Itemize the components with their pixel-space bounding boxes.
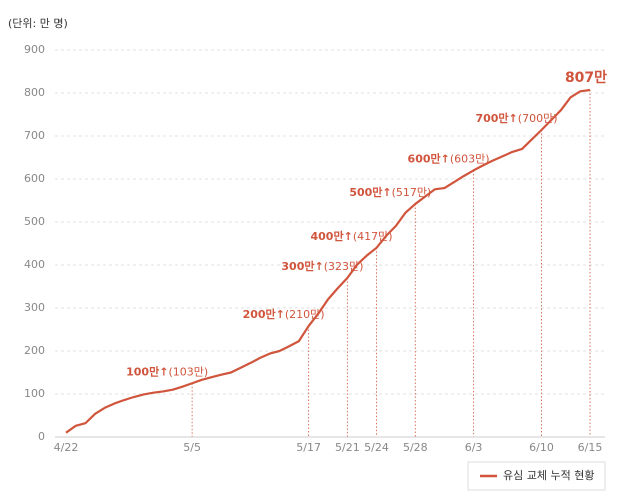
annotation: 600만↑(603만): [408, 151, 490, 165]
y-tick-label: 800: [24, 86, 45, 99]
x-tick-label: 6/3: [465, 441, 483, 454]
y-tick-label: 600: [24, 172, 45, 185]
annotation-detail: (103만): [168, 365, 208, 378]
annotation-milestone: 500만↑: [349, 185, 391, 199]
annotation-milestone: 600만↑: [408, 151, 450, 165]
annotation-total: 807만: [565, 70, 607, 86]
y-tick-label: 900: [24, 43, 45, 56]
legend-label: 유심 교체 누적 현황: [503, 469, 594, 482]
annotation-milestone: 200만↑: [243, 307, 285, 321]
y-tick-label: 200: [24, 344, 45, 357]
x-tick-label: 4/22: [54, 441, 79, 454]
x-tick-label: 6/10: [529, 441, 554, 454]
y-tick-label: 400: [24, 258, 45, 271]
y-tick-label: 300: [24, 301, 45, 314]
y-tick-label: 700: [24, 129, 45, 142]
annotation: 200만↑(210만): [243, 307, 325, 321]
annotation-detail: (700만): [518, 112, 558, 125]
x-tick-label: 5/21: [335, 441, 360, 454]
x-tick-label: 5/5: [183, 441, 201, 454]
annotation-detail: (517만): [392, 186, 432, 199]
x-tick-label: 5/17: [296, 441, 321, 454]
annotation-detail: (417만): [353, 230, 393, 243]
annotation: 400만↑(417만): [311, 229, 393, 243]
y-tick-label: 0: [38, 430, 45, 443]
annotation-milestone: 400만↑: [311, 229, 353, 243]
unit-label: (단위: 만 명): [8, 17, 68, 30]
x-tick-label: 5/28: [403, 441, 428, 454]
annotation: 500만↑(517만): [349, 185, 431, 199]
y-tick-label: 500: [24, 215, 45, 228]
x-tick-label: 5/24: [364, 441, 389, 454]
annotation: 300만↑(323만): [281, 259, 363, 273]
y-tick-label: 100: [24, 387, 45, 400]
annotation-milestone: 700만↑: [475, 111, 517, 125]
series-line: [65, 88, 591, 434]
x-tick-label: 6/15: [578, 441, 603, 454]
annotation-milestone: 100만↑: [126, 364, 168, 378]
annotation-detail: (210만): [285, 308, 325, 321]
annotation-detail: (603만): [450, 152, 490, 165]
annotation-detail: (323만): [324, 260, 364, 273]
annotation-milestone: 300만↑: [281, 259, 323, 273]
annotation: 100만↑(103만): [126, 364, 208, 378]
annotation: 700만↑(700만): [475, 111, 557, 125]
